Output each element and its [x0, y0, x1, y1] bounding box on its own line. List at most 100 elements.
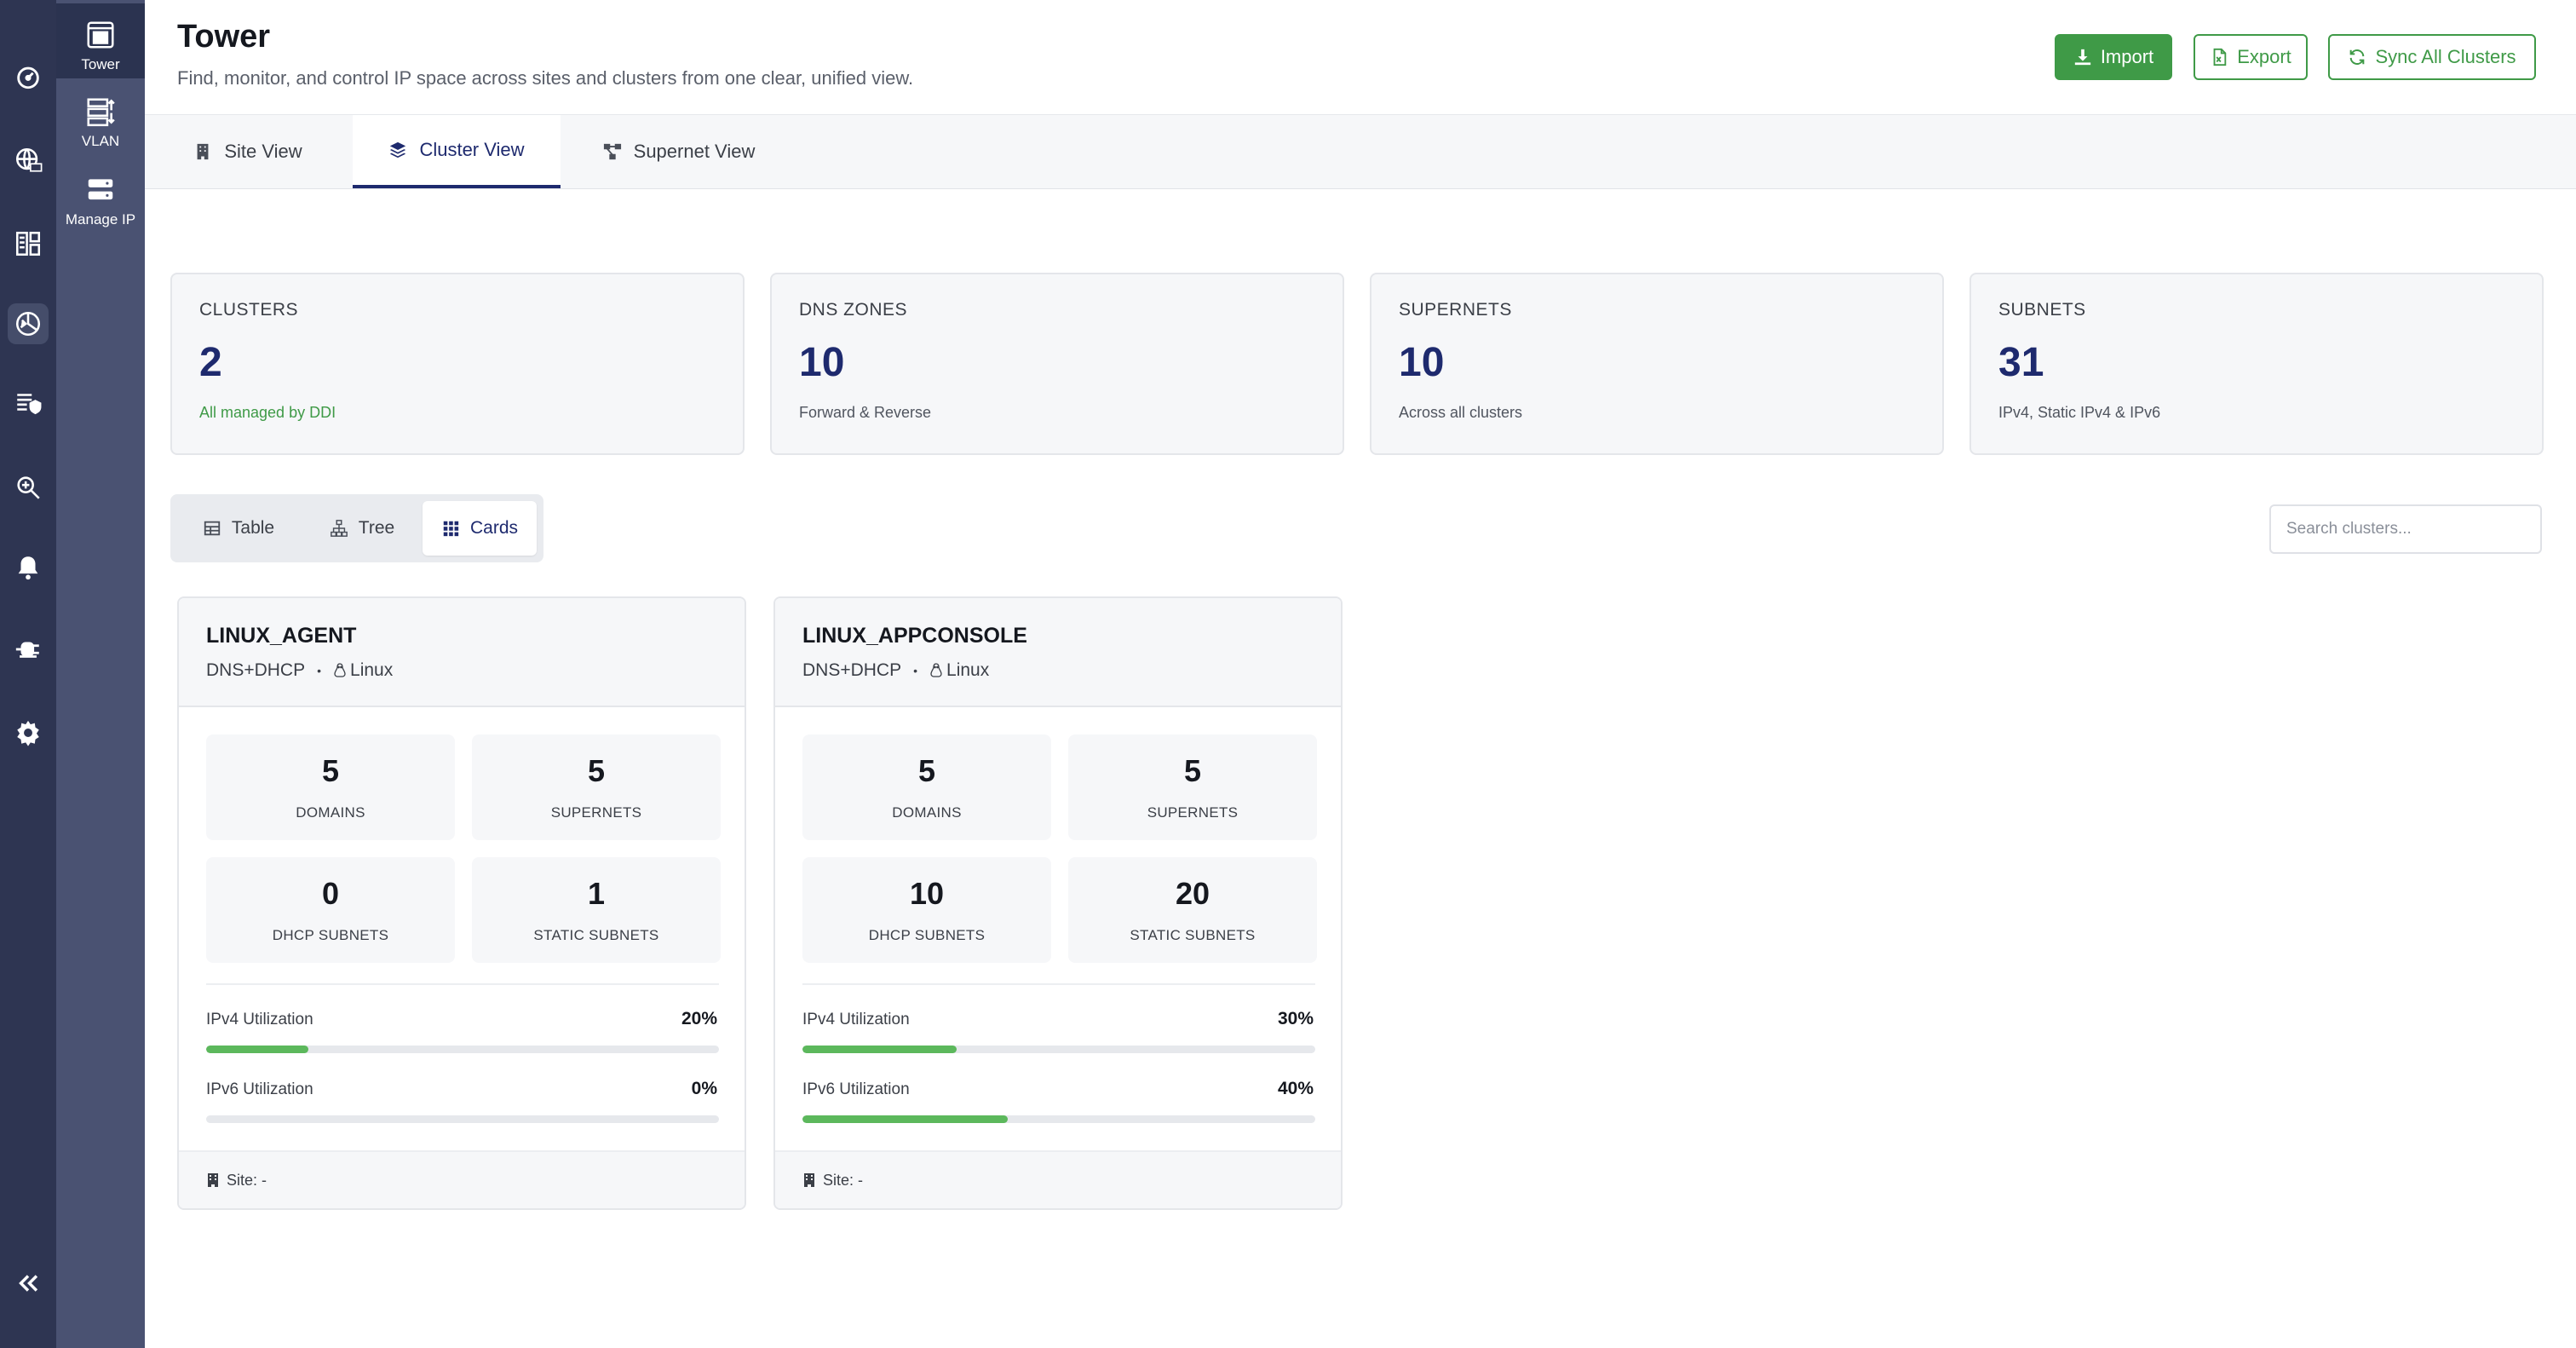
- metric-label: SUPERNETS: [550, 804, 642, 821]
- ipv4-utilization-label: IPv4 Utilization: [802, 1011, 910, 1028]
- table-icon: [204, 521, 221, 536]
- search-clusters-input[interactable]: [2269, 504, 2542, 554]
- cards-view-button[interactable]: Cards: [423, 501, 537, 556]
- metric-dhcp-subnets: 10 DHCP SUBNETS: [802, 857, 1051, 963]
- metric-value: 5: [1183, 753, 1202, 788]
- ipv6-utilization-bar: [206, 1115, 719, 1123]
- export-button[interactable]: Export: [2194, 34, 2308, 80]
- sync-all-clusters-button[interactable]: Sync All Clusters: [2328, 34, 2536, 80]
- server-icon: [88, 179, 113, 200]
- page-title: Tower: [177, 19, 271, 55]
- metric-label: DOMAINS: [892, 804, 962, 821]
- cluster-type: DNS+DHCP: [206, 660, 306, 680]
- stat-card-clusters: CLUSTERS 2 All managed by DDI: [170, 273, 745, 455]
- metric-value: 5: [917, 753, 936, 788]
- tab-label: Supernet View: [633, 141, 756, 162]
- stat-label: SUPERNETS: [1399, 300, 1512, 320]
- stat-value: 2: [199, 340, 222, 385]
- subnav-item-vlan[interactable]: VLAN: [56, 95, 145, 167]
- table-view-button[interactable]: Table: [187, 501, 290, 556]
- linux-icon: [334, 663, 346, 677]
- ipv4-utilization-value: 20%: [681, 1009, 717, 1028]
- divider: [206, 983, 719, 985]
- ipam-icon[interactable]: [8, 223, 49, 264]
- metric-value: 0: [321, 876, 340, 911]
- cluster-card-header: LINUX_AGENT DNS+DHCP • Linux: [179, 598, 745, 707]
- stat-note: Forward & Reverse: [799, 404, 932, 421]
- subnav-label: VLAN: [81, 133, 120, 149]
- stat-note: IPv4, Static IPv4 & IPv6: [1998, 404, 2161, 421]
- cluster-card-footer: Site: -: [775, 1150, 1341, 1208]
- cluster-card-footer: Site: -: [179, 1150, 745, 1208]
- metric-dhcp-subnets: 0 DHCP SUBNETS: [206, 857, 455, 963]
- import-button-label: Import: [2100, 46, 2154, 67]
- network-icon: [603, 143, 621, 160]
- metric-supernets: 5 SUPERNETS: [472, 734, 721, 840]
- ipv4-utilization-bar: [802, 1046, 1315, 1053]
- metric-label: DOMAINS: [296, 804, 365, 821]
- tab-label: Site View: [224, 141, 302, 162]
- tab-cluster-view[interactable]: Cluster View: [353, 115, 561, 188]
- settings-icon[interactable]: [8, 712, 49, 753]
- security-icon[interactable]: [8, 382, 49, 423]
- sync-button-label: Sync All Clusters: [2375, 46, 2516, 67]
- stat-card-subnets: SUBNETS 31 IPv4, Static IPv4 & IPv6: [1969, 273, 2544, 455]
- metric-domains: 5 DOMAINS: [802, 734, 1051, 840]
- main-rail: [0, 0, 56, 1348]
- stat-value: 10: [799, 340, 845, 385]
- cluster-card[interactable]: LINUX_APPCONSOLE DNS+DHCP • Linux 5 DOMA…: [773, 596, 1343, 1210]
- tab-supernet-view[interactable]: Supernet View: [581, 115, 777, 188]
- cluster-os: Linux: [350, 660, 394, 680]
- stat-card-supernets: SUPERNETS 10 Across all clusters: [1370, 273, 1944, 455]
- stat-label: DNS ZONES: [799, 300, 908, 320]
- tower-icon: [87, 21, 114, 49]
- sitemap-icon: [330, 520, 348, 537]
- metric-static-subnets: 1 STATIC SUBNETS: [472, 857, 721, 963]
- ipv4-utilization-fill: [206, 1046, 309, 1053]
- stat-value: 10: [1399, 340, 1445, 385]
- ipv4-utilization-value: 30%: [1277, 1009, 1314, 1028]
- import-button[interactable]: Import: [2055, 34, 2172, 80]
- subnav-label: Manage IP: [65, 211, 136, 228]
- page-header: Tower Find, monitor, and control IP spac…: [145, 0, 2576, 114]
- metric-value: 5: [587, 753, 606, 788]
- collapse-icon[interactable]: [8, 1263, 49, 1304]
- dns-icon[interactable]: [8, 140, 49, 181]
- subnav-item-tower[interactable]: Tower: [56, 3, 145, 78]
- cluster-name: LINUX_AGENT: [206, 624, 357, 648]
- metric-value: 10: [909, 876, 945, 911]
- cluster-card[interactable]: LINUX_AGENT DNS+DHCP • Linux 5 DOMAINS 5…: [177, 596, 746, 1210]
- ipv6-utilization-bar: [802, 1115, 1315, 1123]
- stat-label: CLUSTERS: [199, 300, 299, 320]
- ipv6-utilization-value: 40%: [1277, 1079, 1314, 1098]
- ipv6-utilization-label: IPv6 Utilization: [802, 1080, 910, 1098]
- cluster-site: Site: -: [227, 1171, 267, 1189]
- metric-supernets: 5 SUPERNETS: [1068, 734, 1317, 840]
- toggle-label: Cards: [469, 518, 519, 538]
- tower-icon[interactable]: [8, 303, 49, 344]
- dashboard-icon[interactable]: [8, 56, 49, 97]
- metric-label: DHCP SUBNETS: [868, 927, 986, 943]
- plugin-icon[interactable]: [8, 629, 49, 670]
- metric-label: STATIC SUBNETS: [533, 927, 659, 943]
- grid-icon: [443, 521, 459, 537]
- metric-label: DHCP SUBNETS: [272, 927, 389, 943]
- subnav-item-manage-ip[interactable]: Manage IP: [56, 174, 145, 245]
- stat-note: All managed by DDI: [199, 404, 336, 421]
- layers-icon: [390, 141, 406, 158]
- building-icon: [804, 1173, 814, 1187]
- cluster-name: LINUX_APPCONSOLE: [802, 624, 1027, 648]
- tab-site-view[interactable]: Site View: [179, 115, 317, 188]
- cluster-meta: DNS+DHCP • Linux: [802, 660, 989, 681]
- cluster-os: Linux: [946, 660, 990, 680]
- ipv4-utilization-bar: [206, 1046, 719, 1053]
- cluster-meta: DNS+DHCP • Linux: [206, 660, 393, 681]
- view-toggle: Table Tree Cards: [170, 494, 543, 562]
- download-icon: [2074, 49, 2090, 66]
- export-button-label: Export: [2237, 46, 2291, 67]
- discovery-icon[interactable]: [8, 467, 49, 508]
- alert-icon[interactable]: [8, 547, 49, 588]
- tree-view-button[interactable]: Tree: [307, 501, 417, 556]
- toggle-label: Tree: [358, 518, 395, 538]
- file-excel-icon: [2213, 48, 2227, 66]
